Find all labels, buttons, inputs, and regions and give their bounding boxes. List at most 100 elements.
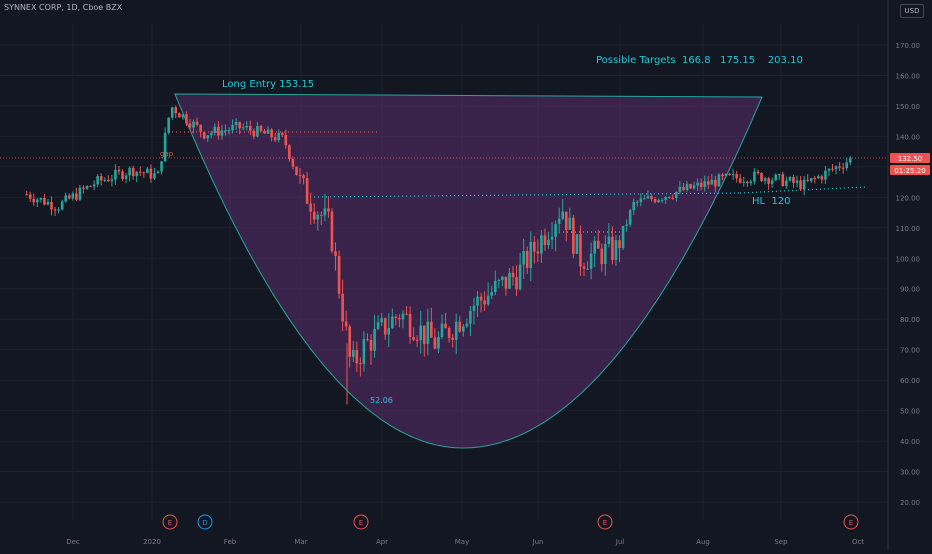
candle-body bbox=[369, 339, 373, 351]
candle-body bbox=[635, 201, 639, 203]
y-tick-label: 60.00 bbox=[900, 377, 920, 385]
candle-body bbox=[89, 186, 92, 188]
candle-body bbox=[422, 325, 426, 344]
y-tick-label: 30.00 bbox=[900, 469, 920, 477]
candle-body bbox=[305, 178, 309, 204]
candle-body bbox=[92, 184, 96, 187]
y-tick-label: 90.00 bbox=[900, 286, 920, 294]
candle-body bbox=[547, 239, 550, 246]
candle-body bbox=[824, 170, 827, 180]
candle-body bbox=[710, 179, 714, 185]
candle-body bbox=[224, 130, 227, 132]
candle-body bbox=[572, 217, 575, 254]
candle-body bbox=[117, 169, 121, 172]
candle-body bbox=[618, 240, 621, 248]
candle-body bbox=[323, 208, 327, 216]
candle-body bbox=[657, 199, 660, 203]
candle-body bbox=[85, 186, 89, 189]
candle-body bbox=[575, 234, 579, 254]
candle-body bbox=[721, 174, 724, 177]
candle-body bbox=[337, 255, 341, 294]
candle-body bbox=[501, 276, 504, 281]
event-marker-label: E bbox=[849, 519, 853, 527]
earnings-marker bbox=[597, 514, 613, 530]
candle-body bbox=[366, 339, 369, 341]
candle-body bbox=[479, 296, 483, 301]
candle-body bbox=[82, 187, 85, 189]
candle-body bbox=[362, 339, 366, 364]
candle-body bbox=[408, 313, 412, 337]
cup-shape bbox=[174, 93, 763, 449]
candle-body bbox=[433, 337, 437, 349]
candle-body bbox=[533, 241, 536, 252]
candle-body bbox=[589, 253, 593, 269]
candle-body bbox=[625, 224, 628, 226]
candle-body bbox=[465, 323, 469, 327]
x-tick-label: Oct bbox=[852, 538, 864, 546]
candle-body bbox=[295, 166, 298, 176]
candle-body bbox=[107, 179, 110, 182]
candle-body bbox=[660, 199, 664, 201]
candle-body bbox=[298, 175, 302, 177]
candle-body bbox=[270, 129, 273, 138]
x-tick-label: 2020 bbox=[143, 538, 161, 546]
candle-body bbox=[213, 126, 217, 133]
candle-body bbox=[28, 194, 32, 199]
candle-body bbox=[529, 241, 533, 269]
x-tick-label: Apr bbox=[376, 538, 388, 546]
candle-body bbox=[316, 214, 320, 220]
candle-body bbox=[493, 280, 497, 293]
candle-body bbox=[682, 186, 685, 191]
candle-body bbox=[735, 174, 738, 179]
candle-body bbox=[334, 251, 337, 256]
candle-body bbox=[447, 328, 451, 338]
candle-body bbox=[57, 209, 60, 211]
candle-body bbox=[522, 251, 525, 265]
candle-body bbox=[146, 168, 149, 174]
candle-body bbox=[699, 182, 703, 188]
candle-body bbox=[99, 176, 103, 181]
y-tick-label: 110.00 bbox=[896, 225, 921, 233]
candle-body bbox=[792, 177, 795, 183]
candle-body bbox=[671, 197, 675, 199]
candle-body bbox=[746, 181, 749, 184]
candle-body bbox=[788, 177, 792, 181]
price-axis: 20.00 30.00 40.00 50.00 60.00 70.00 80.00 90.00… bbox=[887, 0, 932, 550]
candle-body bbox=[53, 209, 57, 211]
candle-body bbox=[209, 132, 213, 136]
y-tick-label: 160.00 bbox=[896, 72, 921, 80]
y-tick-label: 70.00 bbox=[900, 347, 920, 355]
candle-body bbox=[376, 322, 380, 329]
candle-body bbox=[174, 107, 178, 114]
candle-body bbox=[178, 113, 181, 118]
candle-body bbox=[163, 132, 167, 162]
y-tick-label: 120.00 bbox=[896, 194, 921, 202]
x-tick-label: May bbox=[455, 538, 469, 546]
candle-body bbox=[309, 203, 312, 212]
y-tick-label: 80.00 bbox=[900, 316, 920, 324]
price-axis-bg bbox=[888, 0, 932, 550]
candle-body bbox=[785, 180, 788, 186]
candle-body bbox=[60, 201, 64, 210]
candle-body bbox=[714, 179, 717, 187]
candle-body bbox=[511, 272, 515, 278]
candle-body bbox=[525, 251, 529, 269]
candle-body bbox=[515, 277, 518, 290]
candle-body bbox=[138, 171, 142, 173]
candle-body bbox=[110, 179, 114, 182]
candle-body bbox=[834, 166, 838, 170]
candle-body bbox=[412, 336, 415, 340]
x-tick-label: Jun bbox=[532, 538, 544, 546]
candle-body bbox=[770, 180, 774, 184]
candle-body bbox=[763, 178, 767, 181]
y-tick-label: 20.00 bbox=[900, 499, 920, 507]
candle-body bbox=[288, 145, 291, 159]
candle-body bbox=[327, 208, 330, 212]
candle-body bbox=[249, 126, 252, 131]
candle-body bbox=[731, 174, 735, 176]
candle-body bbox=[188, 123, 192, 128]
currency-button[interactable]: USD bbox=[900, 4, 924, 18]
